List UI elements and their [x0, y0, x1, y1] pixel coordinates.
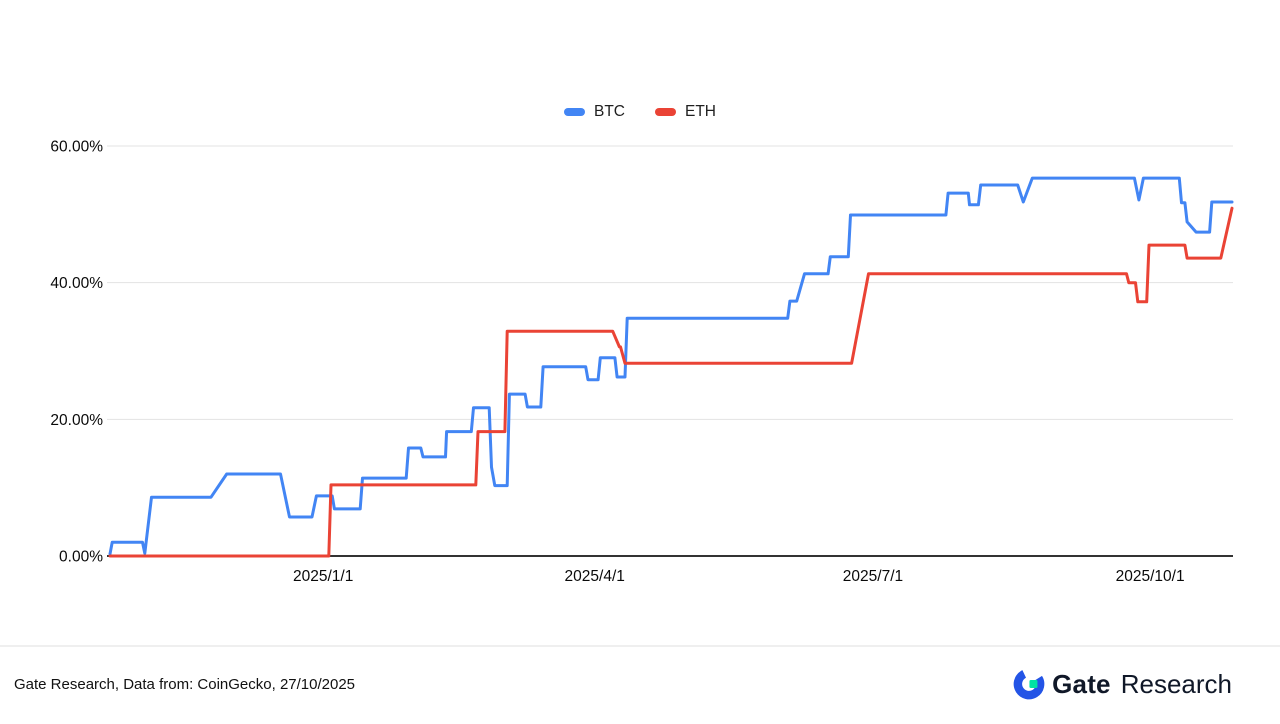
gate-research-logo: Gate Research: [1013, 668, 1232, 700]
legend-label-eth: ETH: [685, 103, 716, 120]
gate-logo-icon: [1013, 668, 1045, 700]
y-axis-tick-label: 40.00%: [50, 275, 103, 292]
x-axis-tick-label: 2025/1/1: [293, 568, 353, 585]
y-axis-tick-label: 20.00%: [50, 412, 103, 429]
btc-line-series: [108, 176, 1234, 556]
source-note: Gate Research, Data from: CoinGecko, 27/…: [14, 676, 356, 693]
footer-divider: [0, 645, 1280, 647]
logo-wordmark-gate: Gate: [1052, 668, 1111, 699]
legend-label-btc: BTC: [594, 103, 625, 120]
eth-series-swatch: [655, 108, 676, 116]
btc-series-swatch: [564, 108, 585, 116]
legend-item-btc: BTC: [564, 103, 625, 121]
chart-legend: BTC ETH: [0, 103, 1280, 121]
x-axis-tick-label: 2025/10/1: [1116, 568, 1185, 585]
x-axis-tick-label: 2025/4/1: [565, 568, 625, 585]
footer: Gate Research, Data from: CoinGecko, 27/…: [0, 646, 1280, 724]
y-axis-tick-label: 60.00%: [50, 139, 103, 156]
y-axis-tick-label: 0.00%: [59, 549, 103, 566]
legend-item-eth: ETH: [655, 103, 716, 121]
logo-wordmark-research: Research: [1120, 668, 1232, 699]
btc-eth-line-chart: 0.00% 20.00% 40.00% 60.00% 2025/1/1 2025/4/1 2…: [50, 139, 1234, 585]
eth-line-series: [108, 206, 1234, 558]
x-axis-tick-label: 2025/7/1: [843, 568, 903, 585]
